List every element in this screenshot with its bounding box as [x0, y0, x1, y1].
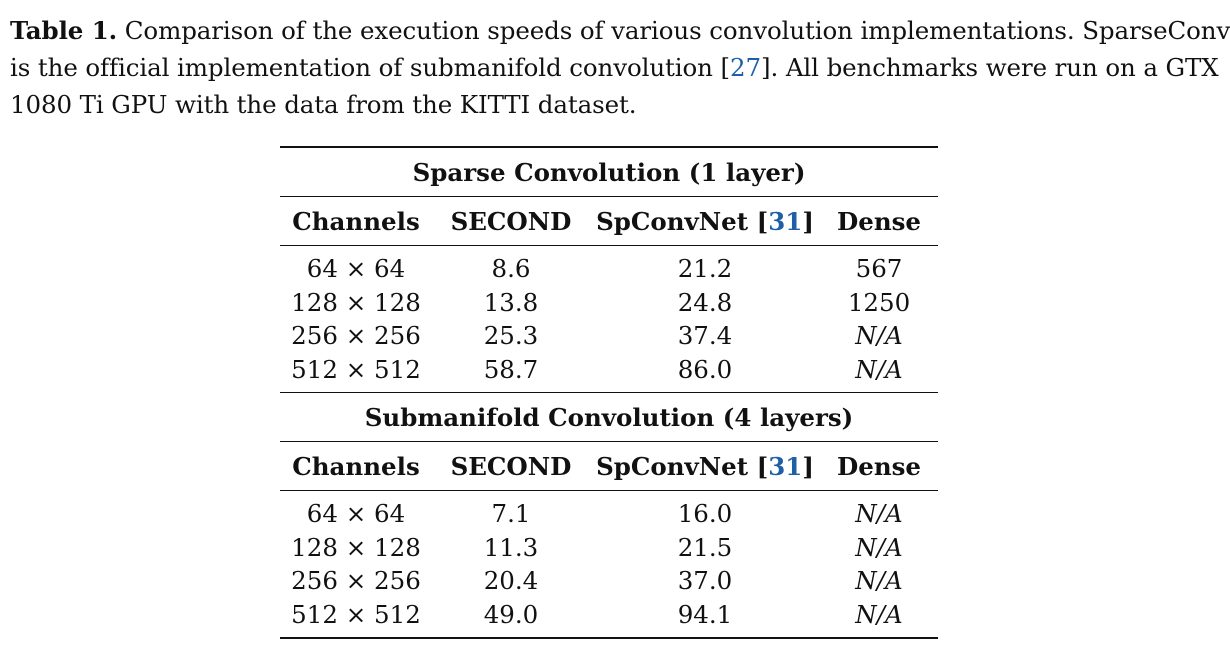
header-channels: Channels	[280, 441, 432, 491]
caption-line-3: 1080 Ti GPU with the data from the KITTI…	[10, 90, 637, 119]
header-spconvnet-close: ]	[802, 451, 814, 481]
cell-second: 58.7	[483, 354, 539, 384]
table-row: 64 × 64 7.1 16.0 N/A	[280, 491, 938, 531]
table-row: 64 × 64 8.6 21.2 567	[280, 246, 938, 286]
cell-spconvnet: 21.5	[677, 532, 733, 562]
caption-citation-link[interactable]: 27	[730, 53, 761, 82]
cell-spconvnet: 86.0	[677, 354, 733, 384]
benchmark-table-container: Sparse Convolution (1 layer) Channels SE…	[280, 146, 938, 639]
caption-label: Table 1.	[10, 16, 118, 45]
cell-dense: N/A	[855, 566, 903, 596]
table-row: 512 × 512 49.0 94.1 N/A	[280, 597, 938, 639]
cell-second: 20.4	[483, 566, 539, 596]
header-second: SECOND	[432, 196, 590, 246]
cell-dense: 567	[855, 254, 903, 284]
header-spconvnet: SpConvNet [31]	[590, 196, 820, 246]
header-spconvnet-text: SpConvNet [	[596, 206, 769, 236]
header-spconvnet-close: ]	[802, 206, 814, 236]
section-title: Submanifold Convolution (4 layers)	[280, 392, 938, 442]
cell-second: 11.3	[483, 532, 539, 562]
cell-second: 49.0	[432, 597, 590, 639]
caption-text-1: Comparison of the execution speeds of va…	[117, 16, 1230, 45]
caption-line-2: is the official implementation of subman…	[10, 49, 1222, 86]
table-row: 512 × 512 58.7 86.0 N/A	[280, 353, 938, 393]
cell-channels: 256 × 256	[291, 321, 421, 351]
cell-spconvnet: 94.1	[590, 597, 820, 639]
cell-spconvnet: 37.0	[677, 566, 733, 596]
cell-channels: 256 × 256	[291, 566, 421, 596]
header-row: Channels SECOND SpConvNet [31] Dense	[280, 441, 938, 491]
cell-channels: 64 × 64	[306, 499, 406, 529]
cell-channels: 128 × 128	[291, 287, 421, 317]
cell-second: 7.1	[491, 499, 531, 529]
caption-line-1: Table 1. Comparison of the execution spe…	[10, 12, 1230, 49]
section-title: Sparse Convolution (1 layer)	[280, 146, 938, 197]
header-spconvnet: SpConvNet [31]	[590, 441, 820, 491]
cell-second: 13.8	[483, 287, 539, 317]
cell-channels: 64 × 64	[306, 254, 406, 284]
cell-dense: N/A	[855, 532, 903, 562]
header-channels: Channels	[280, 196, 432, 246]
header-row: Channels SECOND SpConvNet [31] Dense	[280, 196, 938, 246]
section-title-row: Sparse Convolution (1 layer)	[280, 146, 938, 197]
table-caption: Table 1. Comparison of the execution spe…	[10, 12, 1230, 123]
cell-dense: N/A	[855, 354, 903, 384]
caption-text-2b: ]. All benchmarks were run on a GTX	[760, 53, 1219, 82]
header-second: SECOND	[432, 441, 590, 491]
section-title-row: Submanifold Convolution (4 layers)	[280, 392, 938, 442]
header-dense: Dense	[820, 441, 938, 491]
header-spconvnet-text: SpConvNet [	[596, 451, 769, 481]
cell-spconvnet: 24.8	[677, 287, 733, 317]
header-dense: Dense	[820, 196, 938, 246]
cell-dense: 1250	[847, 287, 911, 317]
cell-channels: 512 × 512	[291, 354, 421, 384]
cell-channels: 128 × 128	[291, 532, 421, 562]
benchmark-table: Sparse Convolution (1 layer) Channels SE…	[280, 146, 938, 639]
table-row: 128 × 128 13.8 24.8 1250	[280, 286, 938, 320]
cell-spconvnet: 16.0	[677, 499, 733, 529]
cell-spconvnet: 21.2	[677, 254, 733, 284]
cell-dense: N/A	[855, 499, 903, 529]
cell-second: 25.3	[483, 321, 539, 351]
cell-dense: N/A	[820, 597, 938, 639]
table-row: 256 × 256 25.3 37.4 N/A	[280, 319, 938, 353]
header-spconvnet-citation-link[interactable]: 31	[768, 206, 803, 236]
cell-dense: N/A	[855, 321, 903, 351]
cell-second: 8.6	[491, 254, 531, 284]
table-row: 256 × 256 20.4 37.0 N/A	[280, 564, 938, 598]
header-spconvnet-citation-link[interactable]: 31	[768, 451, 803, 481]
table-row: 128 × 128 11.3 21.5 N/A	[280, 531, 938, 565]
cell-channels: 512 × 512	[280, 597, 432, 639]
cell-spconvnet: 37.4	[677, 321, 733, 351]
caption-text-2a: is the official implementation of subman…	[10, 53, 730, 82]
